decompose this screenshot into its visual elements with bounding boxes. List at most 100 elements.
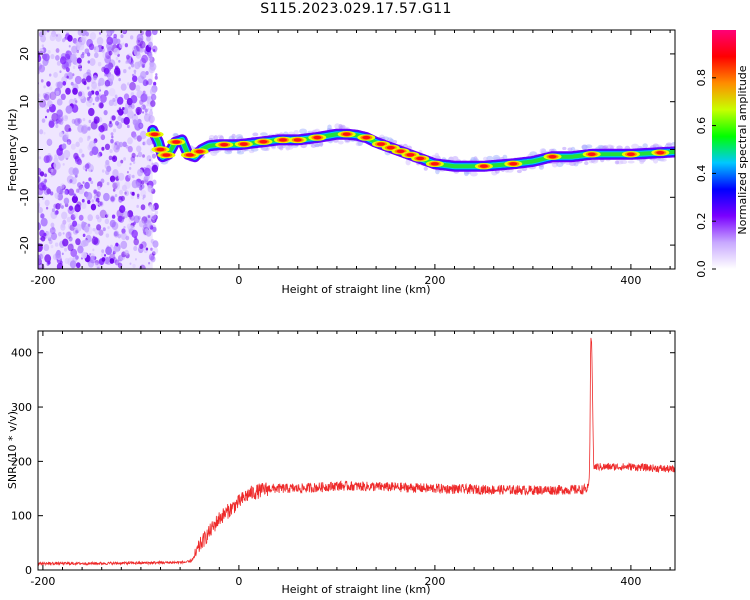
noise-speckle xyxy=(70,176,77,185)
noise-speckle xyxy=(115,56,119,61)
noise-speckle xyxy=(55,48,60,53)
noise-speckle xyxy=(66,139,72,145)
noise-speckle xyxy=(81,198,85,203)
noise-speckle xyxy=(78,148,83,154)
ridge-hotspot xyxy=(172,140,181,144)
noise-speckle xyxy=(119,205,126,214)
ridge-halo xyxy=(252,132,259,137)
noise-speckle xyxy=(110,139,114,144)
noise-speckle xyxy=(153,81,157,86)
ridge-halo xyxy=(405,159,411,166)
noise-speckle xyxy=(112,245,119,254)
ridge-hotspot xyxy=(362,135,371,140)
noise-speckle xyxy=(93,116,100,124)
noise-speckle xyxy=(69,260,77,269)
noise-speckle xyxy=(81,35,87,43)
x-tick-label: 200 xyxy=(424,274,445,287)
y-tick-label: -10 xyxy=(18,188,31,206)
noise-speckle xyxy=(139,243,144,249)
noise-speckle xyxy=(146,35,151,42)
noise-speckle xyxy=(125,60,128,64)
noise-speckle xyxy=(94,262,98,267)
noise-speckle xyxy=(154,50,157,54)
noise-speckle xyxy=(141,63,146,69)
noise-speckle xyxy=(85,169,88,172)
noise-speckle xyxy=(72,65,76,69)
colorbar-tick-label: 0.2 xyxy=(695,212,708,230)
noise-speckle xyxy=(77,245,84,254)
noise-speckle xyxy=(122,141,127,148)
noise-speckle xyxy=(87,96,93,103)
noise-speckle xyxy=(58,131,64,138)
noise-speckle xyxy=(129,191,133,195)
noise-speckle xyxy=(127,173,132,179)
noise-speckle xyxy=(103,110,108,116)
noise-speckle xyxy=(111,155,118,163)
noise-speckle xyxy=(111,180,115,184)
noise-speckle xyxy=(43,93,50,101)
noise-speckle xyxy=(130,63,135,68)
noise-speckle xyxy=(65,231,72,239)
x-tick-label: 0 xyxy=(235,274,242,287)
noise-speckle xyxy=(75,255,79,260)
noise-region xyxy=(38,30,159,269)
noise-speckle xyxy=(40,217,48,227)
noise-speckle xyxy=(115,180,120,187)
noise-speckle xyxy=(126,124,130,129)
noise-speckle xyxy=(69,179,73,183)
noise-speckle xyxy=(139,130,147,140)
noise-speckle xyxy=(71,192,74,196)
noise-speckle xyxy=(133,215,140,224)
noise-speckle xyxy=(82,233,86,238)
noise-speckle xyxy=(123,93,130,101)
x-tick-label: 400 xyxy=(620,575,641,588)
noise-speckle xyxy=(56,147,63,156)
noise-speckle xyxy=(67,231,72,237)
noise-speckle xyxy=(75,100,78,104)
noise-speckle xyxy=(135,84,141,92)
ridge-halo xyxy=(562,146,567,151)
noise-speckle xyxy=(100,252,106,259)
noise-speckle xyxy=(103,67,110,75)
y-tick-label: 0 xyxy=(18,146,31,153)
noise-speckle xyxy=(62,81,67,86)
noise-speckle xyxy=(115,120,119,126)
noise-speckle xyxy=(107,226,110,230)
y-axis-ticks: -20 -10 0 10 20 xyxy=(18,47,675,254)
noise-speckle xyxy=(92,227,96,232)
ridge-halo xyxy=(627,160,635,164)
noise-speckle xyxy=(154,210,159,215)
noise-speckle xyxy=(132,45,139,54)
ridge-halo xyxy=(451,156,459,162)
noise-speckle xyxy=(56,262,64,269)
noise-speckle xyxy=(71,104,79,113)
noise-speckle xyxy=(75,238,81,246)
noise-speckle xyxy=(134,72,136,75)
noise-speckle xyxy=(149,158,152,162)
noise-speckle xyxy=(129,262,132,265)
noise-speckle xyxy=(82,181,85,184)
noise-speckle xyxy=(139,186,143,191)
noise-speckle xyxy=(84,181,90,190)
colorbar-tick-label: 0.0 xyxy=(695,260,708,278)
noise-speckle xyxy=(116,38,121,45)
noise-speckle xyxy=(151,218,154,222)
noise-speckle xyxy=(148,41,153,48)
noise-speckle xyxy=(148,52,153,59)
noise-speckle xyxy=(126,82,130,86)
noise-speckle xyxy=(145,80,149,85)
noise-speckle xyxy=(39,171,45,177)
y-tick-label: 100 xyxy=(11,510,32,523)
ridge-hotspot xyxy=(162,153,171,157)
noise-speckle xyxy=(43,85,46,89)
noise-speckle xyxy=(39,50,43,56)
noise-speckle xyxy=(120,83,127,91)
noise-speckle xyxy=(142,141,146,146)
noise-speckle xyxy=(132,160,136,164)
noise-speckle xyxy=(89,58,96,66)
noise-speckle xyxy=(129,81,137,91)
noise-speckle xyxy=(86,96,90,101)
noise-speckle xyxy=(113,33,117,39)
noise-speckle xyxy=(101,249,105,253)
noise-speckle xyxy=(66,127,69,132)
